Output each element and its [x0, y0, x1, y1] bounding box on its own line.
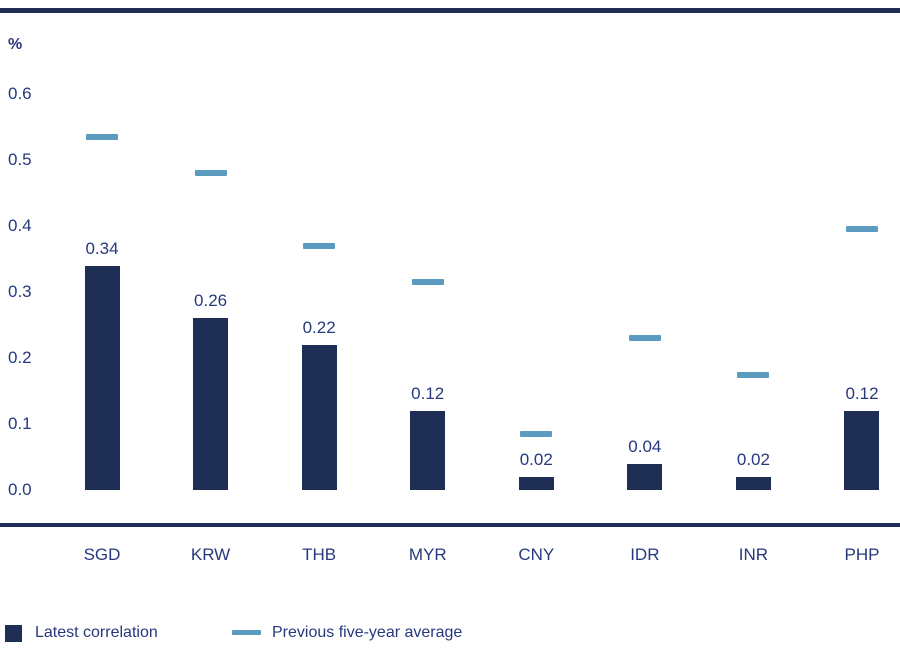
bar-value-label-cny: 0.02: [519, 449, 553, 469]
x-axis-label-sgd: SGD: [83, 545, 121, 564]
x-axis-label-cny: CNY: [518, 545, 555, 564]
bar-value-label-idr: 0.04: [628, 436, 662, 456]
legend-item-latest-correlation: Latest correlation: [5, 620, 205, 646]
avg-dash-inr: [737, 371, 770, 378]
x-axis-label-php: PHP: [844, 545, 880, 564]
y-axis-tick-label: 0.0: [8, 480, 32, 499]
avg-dash-cny: [520, 430, 553, 437]
legend-label-latest-correlation: Latest correlation: [35, 624, 158, 641]
avg-dash-krw: [194, 170, 227, 177]
avg-dash-sgd: [86, 133, 118, 140]
bar-inr: [735, 476, 771, 490]
y-axis-tick-label: 0.3: [8, 282, 32, 301]
bar-value-label-myr: 0.12: [411, 383, 445, 403]
bar-idr: [627, 463, 663, 490]
bar-myr: [410, 410, 446, 490]
y-axis-tick-label: 0.5: [8, 150, 32, 169]
y-axis-tick-label: 0.4: [8, 216, 32, 235]
x-axis-line: [0, 523, 900, 527]
legend-square-swatch: [5, 625, 22, 642]
legend-dash-swatch: [232, 630, 261, 635]
legend-label-five-year-average: Previous five-year average: [272, 624, 463, 641]
avg-dash-php: [845, 226, 878, 233]
bar-krw: [193, 318, 229, 490]
x-axis-label-thb: THB: [302, 545, 337, 564]
legend-item-five-year-average: Previous five-year average: [232, 620, 532, 646]
bar-sgd: [84, 265, 120, 490]
y-axis-tick-label: 0.1: [8, 414, 32, 433]
avg-dash-myr: [411, 279, 444, 286]
x-axis-label-krw: KRW: [190, 545, 231, 564]
y-axis-tick-label: 0.2: [8, 348, 32, 367]
bar-value-label-thb: 0.22: [302, 317, 336, 337]
bar-value-label-php: 0.12: [845, 383, 879, 403]
avg-dash-thb: [303, 242, 336, 249]
top-rule-divider: [0, 8, 900, 13]
x-axis-label-myr: MYR: [408, 545, 447, 564]
x-axis-label-idr: IDR: [630, 545, 660, 564]
x-axis-label-inr: INR: [738, 545, 769, 564]
y-axis-unit-label: %: [8, 36, 23, 53]
avg-dash-idr: [628, 335, 661, 342]
bar-value-label-sgd: 0.34: [85, 238, 119, 258]
bar-thb: [301, 344, 337, 490]
y-axis-tick-label: 0.6: [8, 84, 32, 103]
bar-cny: [518, 476, 554, 490]
legend: Latest correlation Previous five-year av…: [0, 620, 900, 646]
bar-value-label-krw: 0.26: [194, 291, 228, 311]
bar-php: [844, 410, 880, 490]
bar-value-label-inr: 0.02: [736, 449, 770, 469]
